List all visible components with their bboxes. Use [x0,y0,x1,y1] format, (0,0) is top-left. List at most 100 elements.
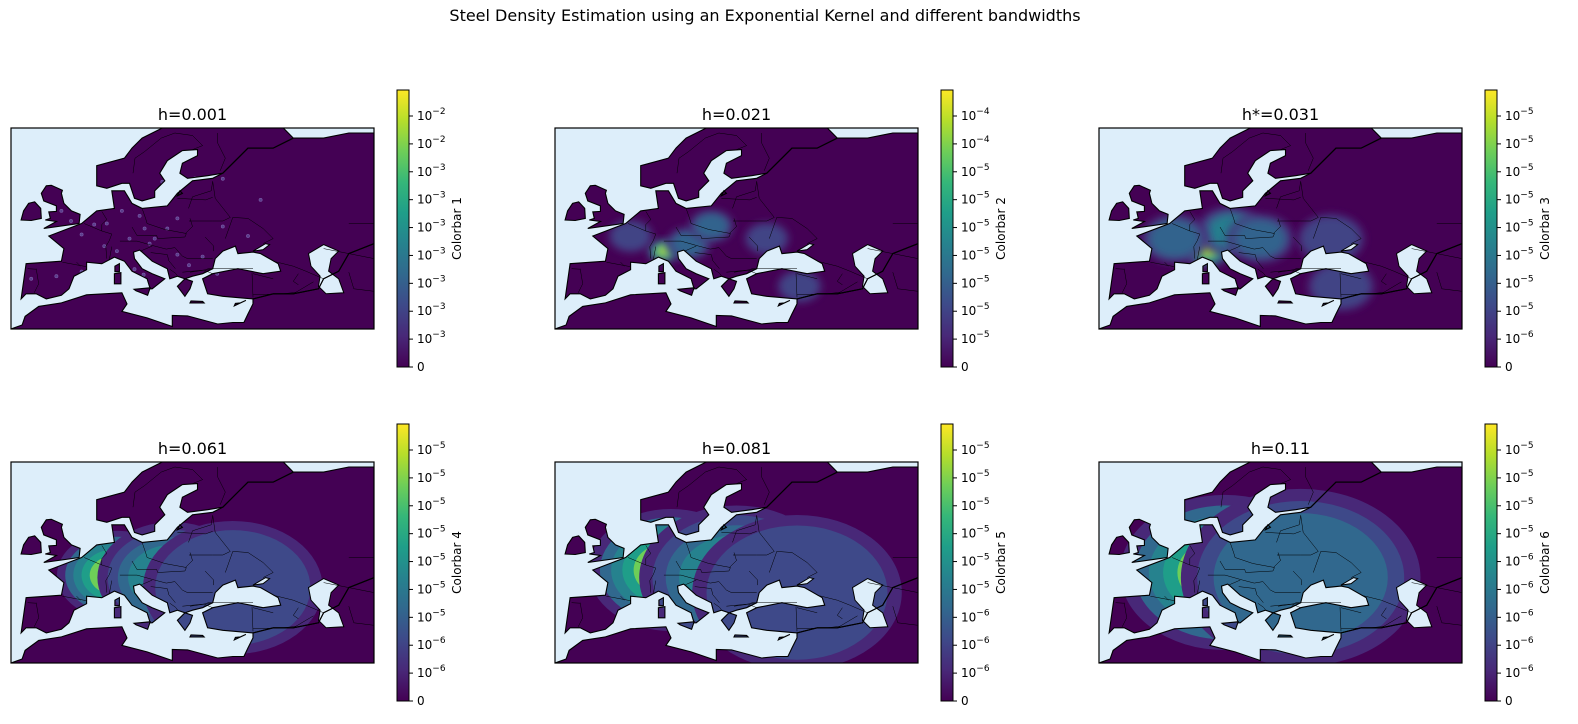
spike [141,272,146,277]
colorbar-tick-label: 10−5 [1505,191,1534,207]
colorbar-tick-label: 10−6 [1505,553,1534,569]
colorbar-tick-label: 10−3 [417,191,446,207]
colorbar-tick-label: 10−5 [1505,107,1534,123]
panel-title: h=0.001 [158,105,227,124]
panel-6: h=0.11 0 10−6 10−6 10−6 10−6 10−6 10−5 10−5 10−5 1… [1098,423,1552,708]
colorbar-tick-label: 0 [1505,360,1513,374]
colorbar [1484,423,1498,702]
colorbar-tick-label: 10−2 [417,135,446,151]
colorbar-tick-label: 10−5 [961,525,990,541]
panel-1: h=0.001 0 10−3 10−3 10−3 10−3 10−3 10−3 10−3 10−2… [10,89,464,374]
spike [137,213,142,218]
panel-title: h=0.061 [158,439,227,458]
colorbar-tick-label: 10−4 [961,107,990,123]
colorbar-tick-label: 10−5 [961,497,990,513]
colorbar-tick-label: 10−3 [417,302,446,318]
colorbar-tick-label: 10−6 [1505,664,1534,680]
colorbar-tick-label: 10−5 [961,469,990,485]
colorbar-label: Colorbar 3 [1538,197,1552,260]
colorbar-tick-label: 10−5 [417,469,446,485]
map-frame [10,127,375,330]
colorbar-tick-label: 10−4 [961,135,990,151]
land [11,128,374,329]
map-6 [1099,462,1462,663]
panel-4: h=0.061 0 10−6 10−6 10−5 10−5 10−5 10−5 10−5 10−5… [10,423,464,708]
colorbar-tick-label: 10−6 [961,608,990,624]
colorbar [940,89,954,368]
colorbar-tick-label: 10−5 [961,163,990,179]
colorbar-tick-label: 10−5 [961,246,990,262]
colorbar-tick-label: 0 [417,360,425,374]
map-frame [554,461,919,664]
colorbar-tick-label: 10−5 [961,580,990,596]
colorbar-tick-label: 10−5 [417,525,446,541]
spike [59,208,64,213]
colorbar [940,423,954,702]
panel-2: h=0.021 0 10−5 10−5 10−5 10−5 10−5 10−5 10−5 10−4… [554,89,1008,374]
colorbar-tick-label: 10−5 [417,441,446,457]
spike [220,224,225,229]
colorbar-tick-label: 10−6 [417,664,446,680]
colorbar-tick-label: 10−6 [961,636,990,652]
colorbar-tick-label: 0 [961,694,969,708]
colorbar-tick-label: 10−3 [417,163,446,179]
colorbar-label: Colorbar 4 [450,531,464,594]
colorbar-tick-label: 10−5 [961,302,990,318]
spike [115,249,119,254]
spike [258,197,263,202]
colorbar-tick-label: 10−5 [1505,246,1534,262]
colorbar-tick-label: 10−3 [417,274,446,290]
spike [79,232,84,237]
spike [120,208,124,213]
spike [102,244,107,249]
map-3 [1099,128,1462,329]
map-4 [11,462,374,663]
colorbar-tick-label: 10−5 [417,497,446,513]
colorbar-tick-label: 10−5 [417,580,446,596]
colorbar-label: Colorbar 1 [450,197,464,260]
map-2 [555,128,918,329]
spike [132,267,137,272]
colorbar-tick-label: 10−5 [1505,441,1534,457]
map-frame [1098,461,1463,664]
spike [200,254,205,259]
spike [69,219,73,223]
colorbar-tick-label: 10−3 [417,330,446,346]
figure-title: Steel Density Estimation using an Expone… [449,6,1081,25]
colorbar-tick-label: 10−6 [961,664,990,680]
colorbar-tick-label: 10−3 [417,219,446,235]
colorbar-tick-label: 10−6 [1505,608,1534,624]
hotspot-3 [688,209,734,243]
spike [142,226,147,231]
colorbar-tick-label: 10−5 [1505,219,1534,235]
colorbar-tick-label: 10−5 [961,553,990,569]
colorbar-tick-label: 10−5 [1505,525,1534,541]
panel-title: h=0.081 [702,439,771,458]
colorbar-tick-label: 10−5 [961,191,990,207]
colorbar-tick-label: 10−5 [1505,469,1534,485]
colorbar-tick-label: 10−5 [1505,135,1534,151]
colorbar-label: Colorbar 5 [994,531,1008,594]
spike [92,222,97,227]
map-1 [11,128,374,329]
spike [127,236,132,241]
colorbar-label: Colorbar 2 [994,197,1008,260]
colorbar-tick-label: 0 [417,694,425,708]
colorbar-tick-label: 0 [1505,694,1513,708]
spike [104,221,109,226]
colorbar-tick-label: 10−5 [1505,274,1534,290]
panel-5: h=0.081 0 10−6 10−6 10−6 10−5 10−5 10−5 10−5 10−5… [554,423,1008,708]
colorbar-tick-label: 10−5 [417,608,446,624]
map-frame [10,461,375,664]
panel-3: h*=0.031 0 10−6 10−5 10−5 10−5 10−5 10−5 10−5 10−… [1098,89,1552,374]
colorbar-tick-label: 10−5 [961,330,990,346]
colorbar-tick-label: 10−5 [1505,497,1534,513]
colorbar-tick-label: 10−5 [961,441,990,457]
colorbar-tick-label: 10−5 [417,553,446,569]
colorbar-tick-label: 10−5 [961,274,990,290]
colorbar-tick-label: 10−6 [1505,636,1534,652]
spike [152,236,157,241]
panel-title: h=0.11 [1251,439,1310,458]
spike [175,216,180,221]
